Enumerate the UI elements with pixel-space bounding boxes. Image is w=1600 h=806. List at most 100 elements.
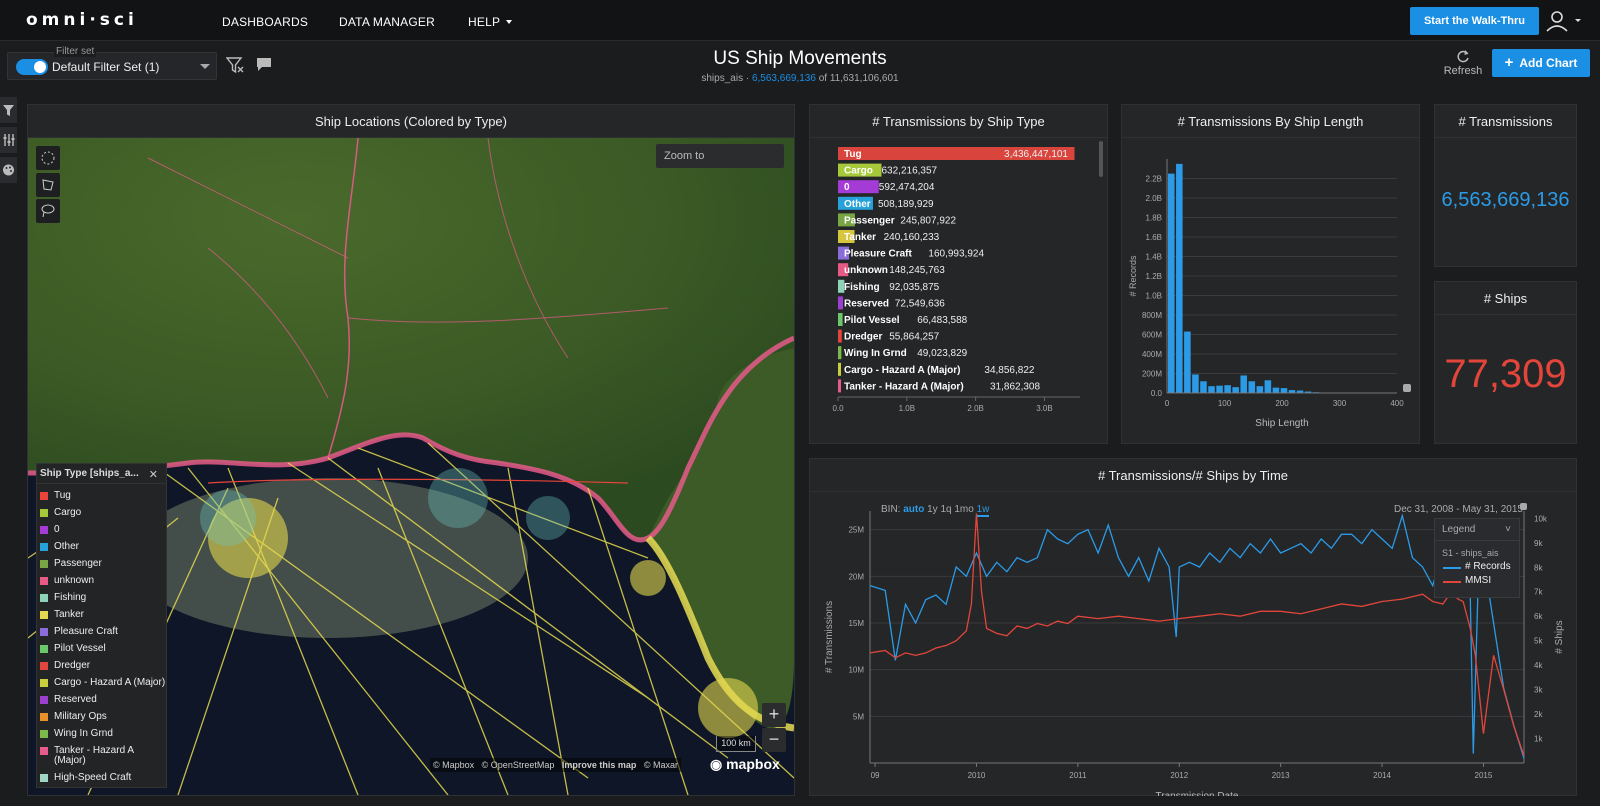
nav-data-manager[interactable]: DATA MANAGER	[339, 15, 435, 29]
x-tick-label: 09	[871, 771, 880, 780]
omnisci-logo[interactable]: omni·sci	[26, 10, 138, 30]
y-tick-label: 5M	[853, 712, 864, 721]
circle-select-icon	[41, 151, 55, 165]
theme-panel-button[interactable]	[0, 157, 17, 183]
legend-records[interactable]: # Records	[1435, 558, 1519, 572]
legend-label: Fishing	[54, 592, 87, 603]
legend-item[interactable]: Military Ops	[40, 712, 166, 722]
ship-type-bar-chart[interactable]: Tug 3,436,447,101 Cargo 632,216,357 0 592,474…	[810, 139, 1109, 445]
y-tick-label: 25M	[848, 526, 864, 535]
legend-item[interactable]: unknown	[40, 576, 166, 586]
zoom-out-button[interactable]: −	[762, 728, 786, 752]
draw-circle-tool[interactable]	[36, 146, 60, 170]
nav-dashboards[interactable]: DASHBOARDS	[222, 15, 309, 29]
legend-item[interactable]: Cargo	[40, 508, 166, 518]
ship-locations-map[interactable]: Zoom to Ship Type [ships_a... ✕ Tug Cargo…	[28, 138, 794, 795]
attrib-maxar[interactable]: © Maxar	[643, 760, 679, 770]
map-title: Ship Locations (Colored by Type)	[28, 105, 794, 138]
close-icon[interactable]: ✕	[148, 469, 158, 481]
legend-item[interactable]: Pleasure Craft	[40, 627, 166, 637]
legend-swatch	[40, 747, 48, 755]
attrib-mapbox[interactable]: © Mapbox	[433, 760, 475, 770]
y2-tick-label: 9k	[1534, 539, 1543, 548]
filter-panel-button[interactable]	[0, 97, 17, 123]
histogram-bar	[1248, 381, 1256, 393]
zoom-to-input[interactable]: Zoom to	[656, 144, 784, 168]
legend-item[interactable]: Tanker	[40, 610, 166, 620]
legend-label: 0	[54, 524, 60, 535]
refresh-button[interactable]: Refresh	[1438, 49, 1488, 77]
user-icon	[1546, 11, 1581, 32]
legend-item[interactable]: Cargo - Hazard A (Major)	[40, 678, 166, 688]
legend-item[interactable]: Tanker - Hazard A (Major)	[40, 746, 166, 766]
legend-swatch	[40, 543, 48, 551]
zoom-in-button[interactable]: +	[762, 703, 786, 727]
histogram-bar	[1304, 391, 1312, 393]
bar-category-label: Wing In Grnd	[844, 348, 907, 359]
legend-item[interactable]: Other	[40, 542, 166, 552]
bin-1w[interactable]: 1w	[976, 504, 990, 517]
bar-category-label: Fishing	[844, 282, 880, 293]
bar-value-label: 240,160,233	[884, 232, 940, 243]
left-rail	[0, 95, 17, 806]
bin-label: BIN:	[881, 504, 901, 515]
filter-icon	[3, 105, 14, 116]
kpi-ships-panel: # Ships 77,309	[1434, 281, 1577, 444]
histogram-bar	[1216, 385, 1223, 393]
legend-swatch	[40, 526, 48, 534]
scrollbar-thumb	[1099, 141, 1103, 177]
legend-item[interactable]: Passenger	[40, 559, 166, 569]
bin-1q[interactable]: 1q	[940, 504, 952, 515]
date-range[interactable]: Dec 31, 2008 - May 31, 2015	[1394, 504, 1523, 515]
legend-header[interactable]: Legend ˅	[1435, 519, 1519, 541]
comment-icon[interactable]	[256, 57, 272, 72]
dashboard-subtitle: ships_ais · 6,563,669,136 of 11,631,106,…	[0, 73, 1600, 84]
legend-item[interactable]: 0	[40, 525, 166, 535]
time-line-chart[interactable]: 5M 10M 15M 20M 25M 1k 2k 3k 4k 5k 6k 7k 8k 9k 10k 09 201…	[810, 493, 1578, 796]
legend-item[interactable]: Wing In Grnd	[40, 729, 166, 739]
legend-item[interactable]: Dredger	[40, 661, 166, 671]
add-chart-button[interactable]: + Add Chart	[1492, 49, 1590, 77]
bar-value-label: 66,483,588	[917, 315, 967, 326]
legend-label: Passenger	[54, 558, 102, 569]
legend-swatch	[40, 645, 48, 653]
kpi-transmissions-panel: # Transmissions 6,563,669,136	[1434, 104, 1577, 267]
histogram-bar	[1280, 388, 1288, 393]
legend-label: Military Ops	[54, 711, 107, 722]
legend-item[interactable]: Fishing	[40, 593, 166, 603]
histogram-bar	[1240, 375, 1247, 393]
filter-clear-icon[interactable]	[226, 56, 244, 74]
bin-auto[interactable]: auto	[903, 504, 925, 515]
filter-set-select[interactable]: Filter set Default Filter Set (1)	[7, 46, 217, 80]
draw-lasso-tool[interactable]	[36, 199, 60, 223]
legend-item[interactable]: Reserved	[40, 695, 166, 705]
x-tick-label: 2013	[1272, 771, 1290, 780]
x-axis-title: Transmission Date	[1156, 791, 1239, 796]
settings-panel-button[interactable]	[0, 127, 17, 153]
legend-label: Tug	[54, 490, 71, 501]
ship-length-histogram[interactable]: 0.0 200M 400M 600M 800M 1.0B 1.2B 1.4B 1.6B 1.8B 2…	[1122, 139, 1421, 445]
filter-set-toggle[interactable]	[16, 59, 48, 75]
histogram-bar	[1232, 387, 1239, 393]
user-menu[interactable]	[1545, 9, 1585, 33]
legend-mmsi[interactable]: MMSI	[1435, 572, 1519, 586]
x-tick-label: 2015	[1475, 771, 1493, 780]
bin-1y[interactable]: 1y	[927, 504, 938, 515]
x-tick-label: 2011	[1069, 771, 1087, 780]
chevron-down-icon	[506, 20, 513, 24]
legend-item[interactable]: Pilot Vessel	[40, 644, 166, 654]
draw-polygon-tool[interactable]	[36, 173, 60, 197]
series-line-records	[869, 513, 1525, 759]
legend-item[interactable]: High-Speed Craft	[40, 773, 166, 783]
attrib-osm[interactable]: © OpenStreetMap	[481, 760, 555, 770]
y-axis-title: # Transmissions	[824, 601, 835, 673]
start-walkthru-button[interactable]: Start the Walk-Thru	[1410, 7, 1539, 35]
improve-map-link[interactable]: Improve this map	[561, 760, 637, 770]
legend-swatch	[40, 577, 48, 585]
bin-1mo[interactable]: 1mo	[954, 504, 974, 515]
bar	[838, 180, 879, 194]
bar-value-label: 72,549,636	[895, 298, 945, 309]
legend-item[interactable]: Tug	[40, 491, 166, 501]
x-tick-label: 400	[1390, 399, 1404, 408]
nav-help[interactable]: HELP	[468, 15, 513, 29]
